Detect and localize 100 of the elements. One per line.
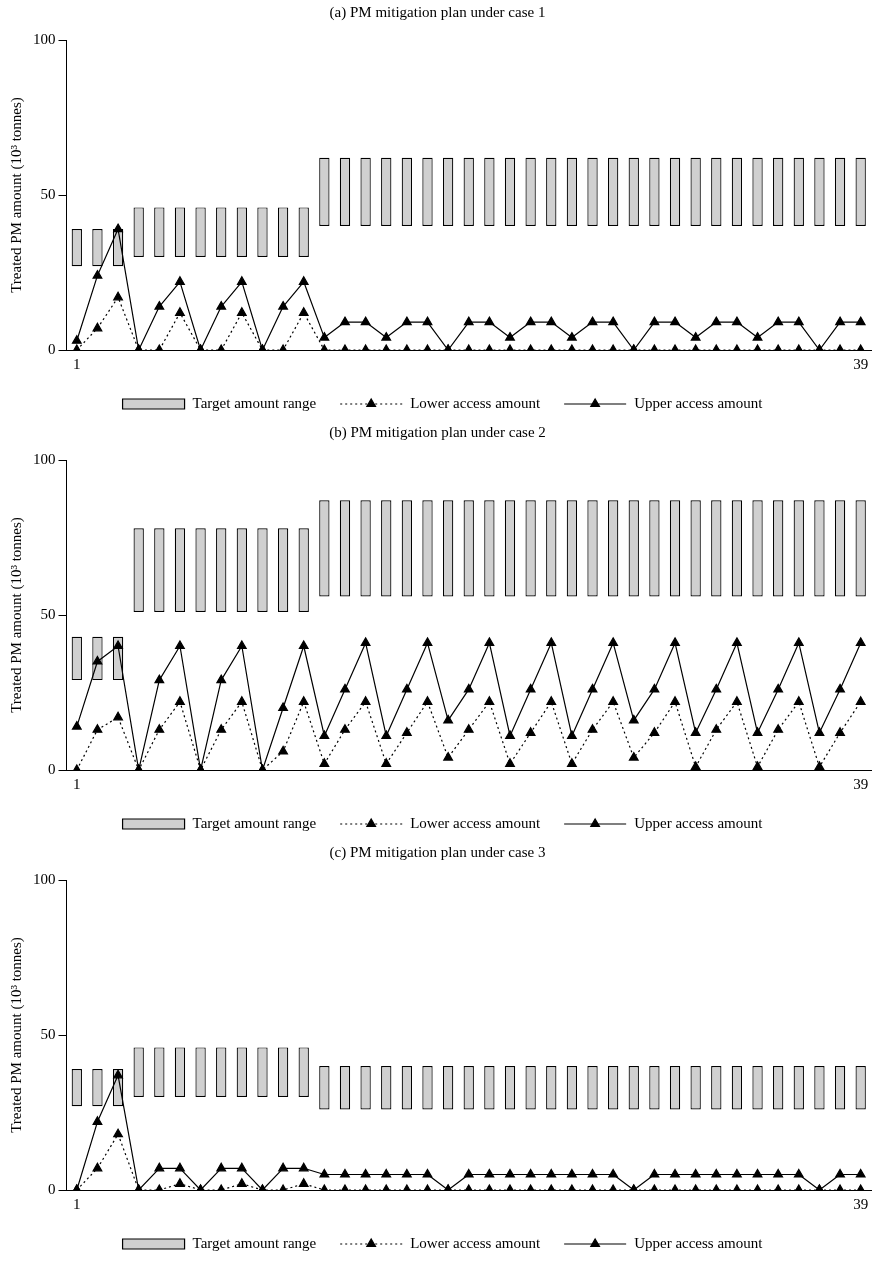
- point: [546, 637, 557, 646]
- point: [401, 683, 412, 693]
- legend-label: Lower access amount: [410, 814, 541, 831]
- point: [814, 761, 825, 770]
- point: [278, 702, 289, 712]
- y-axis-title: Treated PM amount (10³ tonnes): [7, 517, 25, 713]
- x-tick-label: 39: [853, 775, 869, 792]
- legend-label: Upper access amount: [634, 394, 764, 411]
- point: [752, 727, 763, 736]
- point: [92, 724, 103, 733]
- point: [443, 714, 454, 724]
- point: [855, 696, 866, 705]
- point: [340, 724, 350, 733]
- legend-label: Upper access amount: [634, 814, 764, 831]
- point: [422, 637, 433, 646]
- legend-label: Target amount range: [192, 814, 317, 831]
- point: [216, 674, 227, 684]
- point: [484, 637, 495, 646]
- point: [443, 752, 454, 761]
- point: [319, 730, 330, 739]
- x-tick-label: 39: [853, 1195, 869, 1212]
- y-tick-label: 0: [48, 760, 56, 777]
- point: [319, 758, 330, 767]
- point: [752, 761, 763, 770]
- point: [505, 758, 515, 767]
- point: [546, 696, 557, 705]
- point: [505, 730, 515, 739]
- point: [793, 637, 804, 646]
- point: [175, 696, 185, 705]
- x-tick-label: 1: [73, 355, 81, 372]
- point: [236, 696, 247, 705]
- y-tick-label: 0: [48, 1180, 56, 1197]
- legend-label: Upper access amount: [634, 1234, 764, 1251]
- point: [278, 745, 289, 755]
- point: [793, 696, 804, 705]
- point: [360, 637, 371, 646]
- point: [154, 674, 165, 684]
- point: [628, 752, 639, 761]
- point: [608, 696, 619, 705]
- legend-label: Target amount range: [192, 1234, 317, 1251]
- chart-title: (c) PM mitigation plan under case 3: [329, 843, 546, 861]
- point: [92, 655, 103, 665]
- point: [216, 724, 227, 733]
- point: [340, 683, 350, 693]
- point: [463, 683, 474, 693]
- point: [731, 637, 742, 646]
- point: [690, 761, 701, 770]
- legend-label: Lower access amount: [410, 394, 541, 411]
- point: [587, 683, 598, 693]
- point: [298, 640, 309, 650]
- point: [298, 696, 309, 705]
- point: [113, 711, 123, 721]
- point: [401, 727, 412, 736]
- y-axis-title: Treated PM amount (10³ tonnes): [7, 937, 25, 1133]
- point: [175, 640, 185, 650]
- point: [525, 727, 536, 736]
- point: [381, 730, 392, 739]
- legend-label: Target amount range: [192, 394, 317, 411]
- point: [566, 758, 577, 767]
- point: [422, 696, 433, 705]
- x-tick-label: 1: [73, 775, 81, 792]
- point: [711, 683, 722, 693]
- point: [608, 637, 619, 646]
- point: [484, 696, 495, 705]
- point: [670, 637, 680, 646]
- y-tick-label: 50: [40, 185, 56, 202]
- x-tick-label: 1: [73, 1195, 81, 1212]
- point: [670, 696, 680, 705]
- point: [835, 727, 845, 736]
- y-tick-label: 50: [40, 1025, 56, 1042]
- y-tick-label: 0: [48, 340, 56, 357]
- legend-label: Lower access amount: [410, 1234, 541, 1251]
- point: [154, 724, 165, 733]
- point: [71, 721, 82, 730]
- y-tick-label: 100: [33, 30, 56, 47]
- point: [649, 727, 660, 736]
- point: [628, 714, 639, 724]
- point: [711, 724, 722, 733]
- y-tick-label: 100: [33, 450, 56, 467]
- point: [773, 724, 784, 733]
- chart-title: (b) PM mitigation plan under case 2: [329, 423, 546, 441]
- point: [690, 727, 701, 736]
- point: [113, 640, 123, 650]
- point: [814, 727, 825, 736]
- y-tick-label: 50: [40, 605, 56, 622]
- y-axis-title: Treated PM amount (10³ tonnes): [7, 97, 25, 293]
- point: [731, 696, 742, 705]
- point: [649, 683, 660, 693]
- point: [236, 640, 247, 650]
- point: [525, 683, 536, 693]
- point: [587, 724, 598, 733]
- chart-title: (a) PM mitigation plan under case 1: [329, 3, 546, 21]
- point: [855, 637, 866, 646]
- point: [463, 724, 474, 733]
- point: [566, 730, 577, 739]
- point: [773, 683, 784, 693]
- y-tick-label: 100: [33, 870, 56, 887]
- point: [360, 696, 371, 705]
- x-tick-label: 39: [853, 355, 869, 372]
- point: [381, 758, 392, 767]
